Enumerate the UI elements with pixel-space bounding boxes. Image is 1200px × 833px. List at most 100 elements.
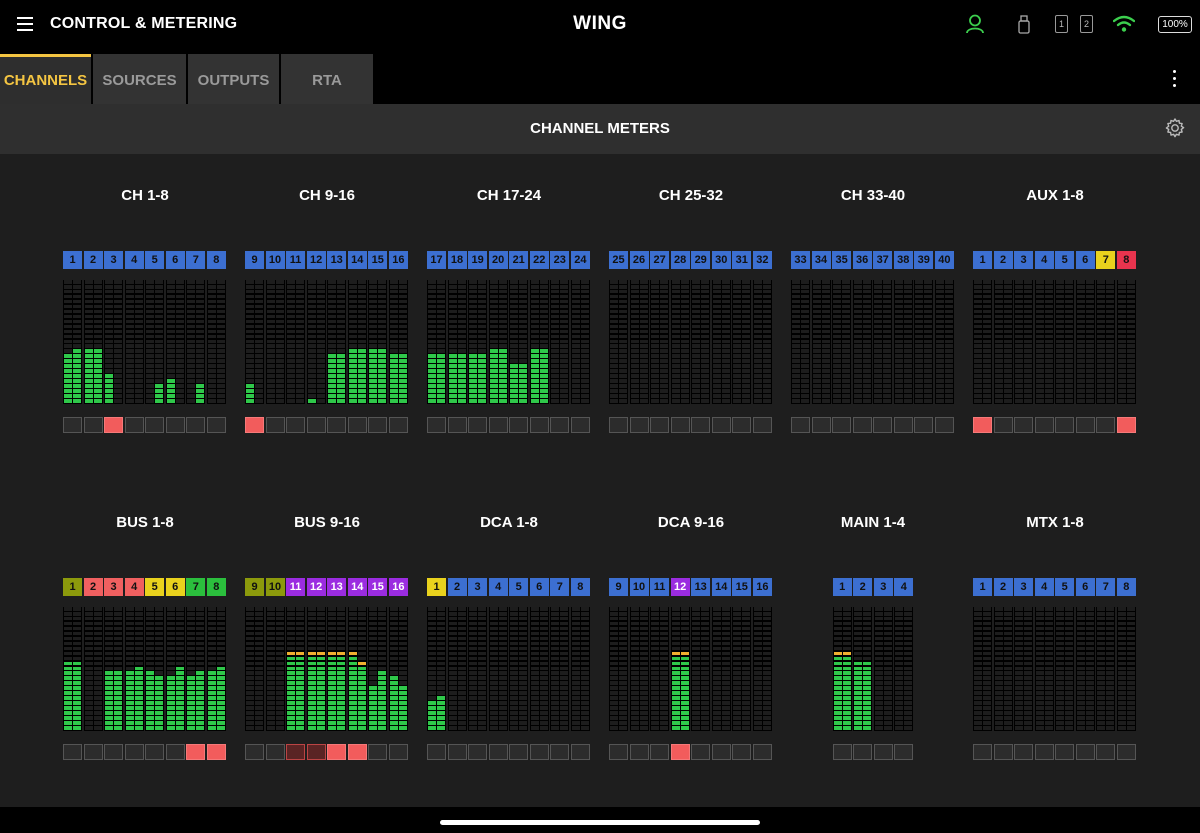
- mute-button[interactable]: [104, 744, 124, 760]
- channel-number-button[interactable]: 12: [670, 578, 690, 596]
- channel-number-button[interactable]: 6: [1075, 251, 1095, 269]
- channel-number-button[interactable]: 1: [973, 578, 992, 596]
- channel-number-button[interactable]: 2: [853, 578, 873, 596]
- channel-number-button[interactable]: 2: [993, 578, 1013, 596]
- channel-number-button[interactable]: 26: [629, 251, 649, 269]
- channel-number-button[interactable]: 7: [186, 251, 206, 269]
- mute-button[interactable]: [347, 744, 367, 760]
- mute-button[interactable]: [732, 417, 752, 433]
- channel-number-button[interactable]: 20: [488, 251, 508, 269]
- channel-number-button[interactable]: 13: [691, 578, 711, 596]
- mute-button[interactable]: [186, 417, 206, 433]
- channel-number-button[interactable]: 4: [1034, 578, 1054, 596]
- mute-button[interactable]: [893, 417, 913, 433]
- mute-button[interactable]: [670, 744, 690, 760]
- mute-button[interactable]: [934, 417, 954, 433]
- mute-button[interactable]: [529, 744, 549, 760]
- channel-number-button[interactable]: 5: [145, 251, 165, 269]
- mute-button[interactable]: [245, 744, 264, 760]
- mute-button[interactable]: [811, 417, 831, 433]
- mute-button[interactable]: [1034, 417, 1054, 433]
- channel-number-button[interactable]: 8: [1116, 578, 1136, 596]
- mute-button[interactable]: [265, 744, 285, 760]
- mute-button[interactable]: [427, 417, 446, 433]
- mute-button[interactable]: [347, 417, 367, 433]
- mute-button[interactable]: [388, 417, 408, 433]
- mute-button[interactable]: [104, 417, 124, 433]
- channel-number-button[interactable]: 7: [186, 578, 206, 596]
- mute-button[interactable]: [488, 417, 508, 433]
- channel-number-button[interactable]: 4: [124, 578, 144, 596]
- tab-channels[interactable]: CHANNELS: [0, 54, 91, 104]
- channel-number-button[interactable]: 1: [427, 578, 446, 596]
- channel-number-button[interactable]: 14: [711, 578, 731, 596]
- channel-number-button[interactable]: 3: [104, 251, 124, 269]
- channel-number-button[interactable]: 1: [63, 578, 82, 596]
- channel-number-button[interactable]: 40: [934, 251, 954, 269]
- mute-button[interactable]: [63, 417, 82, 433]
- channel-number-button[interactable]: 31: [732, 251, 752, 269]
- channel-number-button[interactable]: 15: [368, 578, 388, 596]
- mute-button[interactable]: [732, 744, 752, 760]
- channel-number-button[interactable]: 4: [488, 578, 508, 596]
- mute-button[interactable]: [368, 417, 388, 433]
- channel-number-button[interactable]: 15: [732, 578, 752, 596]
- channel-number-button[interactable]: 14: [347, 251, 367, 269]
- mute-button[interactable]: [853, 744, 873, 760]
- mute-button[interactable]: [388, 744, 408, 760]
- channel-number-button[interactable]: 19: [468, 251, 488, 269]
- mute-button[interactable]: [1014, 417, 1034, 433]
- channel-number-button[interactable]: 3: [1014, 251, 1034, 269]
- channel-number-button[interactable]: 37: [873, 251, 893, 269]
- mute-button[interactable]: [570, 417, 590, 433]
- channel-number-button[interactable]: 32: [752, 251, 772, 269]
- channel-number-button[interactable]: 38: [893, 251, 913, 269]
- mute-button[interactable]: [245, 417, 264, 433]
- mute-button[interactable]: [973, 744, 992, 760]
- mute-button[interactable]: [691, 744, 711, 760]
- mute-button[interactable]: [791, 417, 810, 433]
- channel-number-button[interactable]: 30: [711, 251, 731, 269]
- mute-button[interactable]: [832, 744, 852, 760]
- tab-rta[interactable]: RTA: [281, 54, 373, 104]
- mute-button[interactable]: [670, 417, 690, 433]
- mute-button[interactable]: [124, 417, 144, 433]
- channel-number-button[interactable]: 13: [327, 251, 347, 269]
- channel-number-button[interactable]: 2: [447, 578, 467, 596]
- mute-button[interactable]: [1034, 744, 1054, 760]
- channel-number-button[interactable]: 17: [427, 251, 446, 269]
- channel-number-button[interactable]: 2: [993, 251, 1013, 269]
- channel-number-button[interactable]: 1: [832, 578, 852, 596]
- channel-number-button[interactable]: 12: [306, 578, 326, 596]
- mute-button[interactable]: [711, 417, 731, 433]
- mute-button[interactable]: [468, 417, 488, 433]
- mute-button[interactable]: [488, 744, 508, 760]
- mute-button[interactable]: [368, 744, 388, 760]
- channel-number-button[interactable]: 15: [368, 251, 388, 269]
- mute-button[interactable]: [973, 417, 992, 433]
- mute-button[interactable]: [550, 744, 570, 760]
- channel-number-button[interactable]: 5: [145, 578, 165, 596]
- mute-button[interactable]: [145, 744, 165, 760]
- mute-button[interactable]: [609, 744, 628, 760]
- channel-number-button[interactable]: 8: [206, 578, 226, 596]
- mute-button[interactable]: [306, 417, 326, 433]
- mute-button[interactable]: [852, 417, 872, 433]
- channel-number-button[interactable]: 6: [165, 578, 185, 596]
- mute-button[interactable]: [873, 744, 893, 760]
- mute-button[interactable]: [1116, 744, 1136, 760]
- mute-button[interactable]: [993, 744, 1013, 760]
- mute-button[interactable]: [1075, 417, 1095, 433]
- wifi-icon[interactable]: [1113, 15, 1135, 33]
- mute-button[interactable]: [286, 417, 306, 433]
- channel-number-button[interactable]: 10: [265, 578, 285, 596]
- channel-number-button[interactable]: 3: [468, 578, 488, 596]
- channel-number-button[interactable]: 4: [124, 251, 144, 269]
- channel-number-button[interactable]: 2: [83, 251, 103, 269]
- channel-number-button[interactable]: 7: [1096, 578, 1116, 596]
- tab-outputs[interactable]: OUTPUTS: [188, 54, 279, 104]
- mute-button[interactable]: [914, 417, 934, 433]
- mute-button[interactable]: [447, 744, 467, 760]
- mute-button[interactable]: [691, 417, 711, 433]
- mute-button[interactable]: [650, 744, 670, 760]
